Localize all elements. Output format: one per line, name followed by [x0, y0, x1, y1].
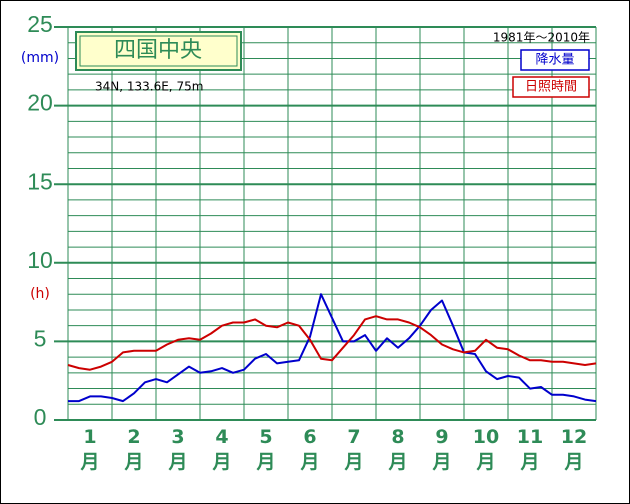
line-series — [67, 315, 597, 371]
title-box-inner — [79, 35, 238, 67]
y-tick-label: 20 — [27, 90, 53, 116]
y-tick-label: 10 — [27, 247, 53, 273]
subtitle: 34N, 133.6E, 75m — [95, 80, 203, 94]
x-tick-label: 11 月 — [517, 426, 543, 473]
y-tick-label: 15 — [27, 168, 53, 194]
line-series — [68, 293, 597, 403]
title-box — [75, 31, 242, 71]
y-unit-sun: (h) — [30, 286, 50, 302]
x-tick-label: 12 月 — [561, 426, 587, 473]
period: 1981年〜2010年 — [493, 31, 590, 45]
y-tick-label: 5 — [34, 325, 47, 351]
legend-box — [520, 49, 590, 71]
y-unit-precip: (mm) — [21, 50, 59, 66]
chart-title: 四国中央 — [114, 38, 202, 63]
legend-label: 降水量 — [535, 53, 574, 68]
legend-label: 日照時間 — [525, 80, 577, 95]
y-tick-label: 25 — [27, 11, 53, 37]
grid — [54, 26, 597, 421]
legend-box — [512, 76, 590, 98]
y-tick-label: 0 — [34, 404, 47, 430]
x-tick-label: 10 月 — [473, 426, 499, 473]
